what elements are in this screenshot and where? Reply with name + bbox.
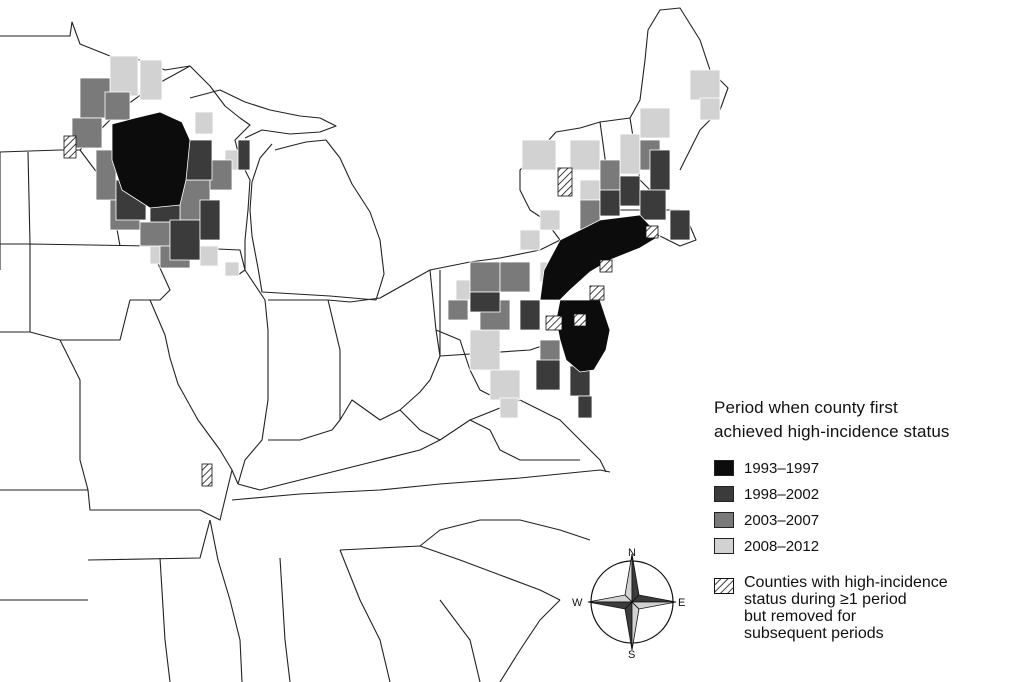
legend-label: 1993–1997 [744,459,820,477]
removed-note-line4: subsequent periods [744,625,884,642]
legend-swatch [714,538,734,554]
compass-west-label: W [572,597,583,609]
legend-item-2008-2012: 2008–2012 [714,534,1014,558]
removed-note-text: Counties with high-incidence status duri… [744,574,948,642]
counties-2008-2012-ne [455,69,721,419]
legend-swatch [714,512,734,528]
compass-east-label: E [678,597,685,609]
removed-note-line2: status during ≥1 period [744,591,907,608]
map-legend: Period when county first achieved high-i… [714,396,1014,560]
legend-label: 2003–2007 [744,511,820,529]
county-removed [63,135,77,159]
counties-1993-1997 [111,111,191,209]
removed-note-line3: but removed for [744,608,857,625]
legend-removed-note: Counties with high-incidence status duri… [714,574,1014,642]
counties-2003-2007-ne [447,139,661,371]
legend-item-2003-2007: 2003–2007 [714,508,1014,532]
legend-swatch [714,460,734,476]
counties-1993-1997-ne [539,214,661,373]
legend-title-line1: Period when county first [714,398,898,417]
legend-swatch [714,486,734,502]
legend-title-line2: achieved high-incidence status [714,422,950,441]
legend-label: 2008–2012 [744,537,820,555]
upper-midwest-counties [63,55,251,277]
compass-south-label: S [628,649,635,661]
northeast-counties [201,69,721,487]
counties-removed-ne [201,167,659,487]
compass-rose: N S W E [572,547,685,661]
legend-item-1993-1997: 1993–1997 [714,456,1014,480]
legend-item-1998-2002: 1998–2002 [714,482,1014,506]
counties-1998-2002-ne [469,149,691,419]
compass-north-label: N [628,547,636,559]
legend-label: 1998–2002 [744,485,820,503]
legend-title: Period when county first achieved high-i… [714,396,1014,444]
removed-note-line1: Counties with high-incidence [744,574,948,591]
hatched-swatch [714,578,734,594]
